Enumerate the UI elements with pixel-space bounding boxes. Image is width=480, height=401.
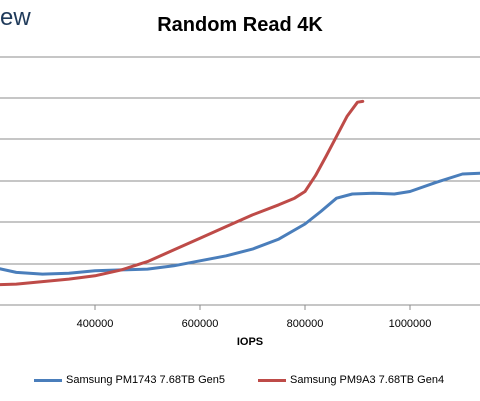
x-tick-label-1: 400000 <box>77 318 114 330</box>
x-tick-label-4: 1000000 <box>389 318 432 330</box>
brand-logo-text: ew <box>0 4 31 31</box>
series-line-2 <box>0 99 365 287</box>
series-line-1 <box>0 171 480 276</box>
legend-item-series-2: Samsung PM9A3 7.68TB Gen4 <box>258 369 444 391</box>
legend-label: Samsung PM1743 7.68TB Gen5 <box>66 374 225 386</box>
legend-label: Samsung PM9A3 7.68TB Gen4 <box>290 374 445 386</box>
legend-swatch <box>258 378 286 382</box>
x-tick-label-3: 800000 <box>287 318 324 330</box>
chart-title: Random Read 4K <box>157 14 323 36</box>
x-axis-label: IOPS <box>236 336 264 348</box>
legend-item-series-1: Samsung PM1743 7.68TB Gen5 <box>34 369 225 391</box>
legend-swatch <box>34 378 62 382</box>
x-tick-label-2: 600000 <box>182 318 219 330</box>
